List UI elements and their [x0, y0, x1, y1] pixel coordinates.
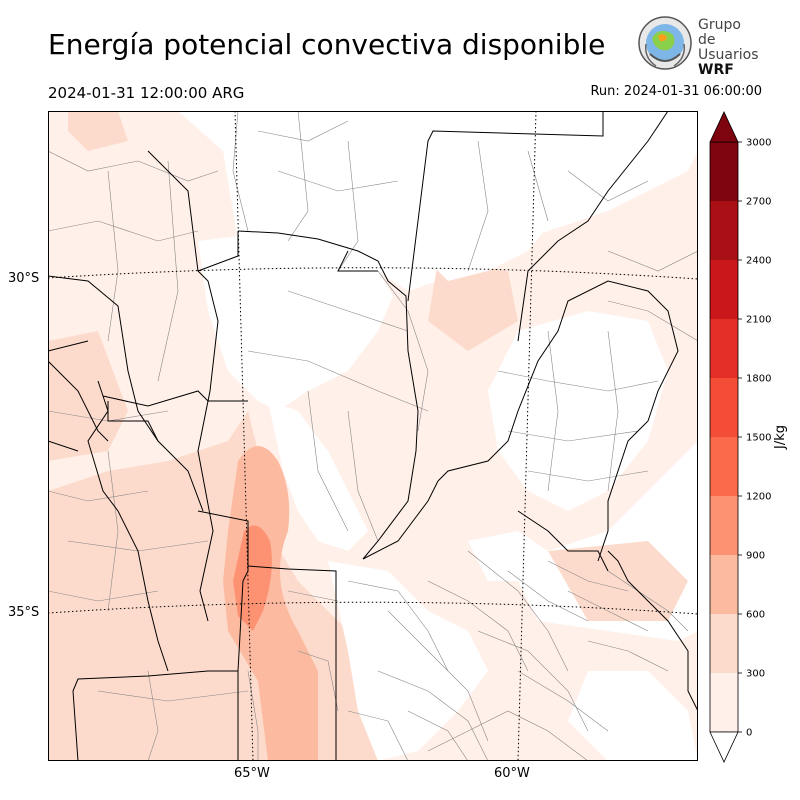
colorbar-tick-label: 1200: [746, 492, 771, 503]
colorbar-segment: [710, 614, 738, 673]
colorbar-segment: [710, 260, 738, 319]
lon-label-60w: 60°W: [494, 766, 530, 781]
lon-label-65w: 65°W: [234, 766, 270, 781]
colorbar-segment: [710, 319, 738, 378]
border-catamarca: [197, 231, 239, 272]
colorbar-tick-label: 300: [746, 669, 765, 680]
logo-text: Grupo de Usuarios WRF: [698, 18, 760, 78]
logo-line-3: WRF: [698, 62, 734, 78]
cape-blob-left: [48, 331, 128, 461]
cape-blob-se: [548, 541, 688, 621]
colorbar-segment: [710, 673, 738, 732]
colorbar-tick-label: 3000: [746, 138, 771, 149]
border-jujuy-salta: [147, 150, 219, 622]
colorbar-segments: [709, 141, 739, 733]
border-santa-fe: [407, 111, 604, 302]
no-cape-areas: [198, 111, 698, 761]
colorbar-segment: [710, 142, 738, 201]
graticule: [48, 111, 698, 761]
colorbar-tick-label: 1500: [746, 433, 771, 444]
border-la-rioja: [107, 401, 159, 442]
border-andes-west: [48, 275, 204, 512]
colorbar-extend-min: [709, 731, 739, 763]
border-corrientes: [517, 111, 669, 342]
border-baires-north: [517, 510, 609, 572]
colorbar-tick-label: 0: [746, 728, 752, 739]
graticule-lon-65w: [234, 111, 254, 761]
colorbar-segment: [710, 378, 738, 437]
department-borders: [48, 111, 698, 761]
river-plate-coast: [607, 550, 698, 712]
colorbar-ticks: 0 300 600 900 1200 1500 1800 2100 2400 2700 3000: [738, 138, 771, 739]
border-santa-fe-west: [362, 480, 439, 560]
cape-level-600-900: [223, 446, 318, 761]
border-entre-rios: [437, 280, 679, 562]
colorbar-tick-label: 600: [746, 610, 765, 621]
border-cordoba-west: [237, 230, 419, 560]
lat-label-35s: 35°S: [8, 605, 40, 620]
colorbar: 0 300 600 900 1200 1500 1800 2100 2400 2700 3000 J…: [709, 111, 788, 763]
wrf-group-logo: Grupo de Usuarios WRF: [636, 14, 760, 78]
colorbar-segment: [710, 201, 738, 260]
colorbar-tick-label: 900: [746, 551, 765, 562]
globe-logo-icon: [638, 16, 692, 70]
colorbar-label: J/kg: [773, 425, 788, 450]
cape-blob-top: [68, 111, 128, 151]
border-cordoba-baires: [247, 565, 337, 761]
cape-level-900-1200: [233, 525, 272, 631]
border-san-luis: [72, 670, 238, 761]
logo-line-2: Usuarios: [698, 47, 759, 63]
colorbar-tick-label: 1800: [746, 374, 771, 385]
lat-label-30s: 30°S: [8, 271, 40, 286]
colorbar-tick-label: 2400: [746, 256, 771, 267]
colorbar-segment: [710, 437, 738, 496]
graticule-lat-30s: [48, 267, 698, 280]
colorbar-extend-max: [709, 111, 739, 143]
run-time: Run: 2024-01-31 06:00:00: [590, 84, 762, 99]
map-frame: [48, 111, 698, 761]
graticule-lat-35s: [48, 601, 698, 615]
cape-blob-east: [428, 261, 518, 351]
border-cordoba-south: [197, 510, 249, 761]
colorbar-tick-label: 2100: [746, 315, 771, 326]
colorbar-tick-label: 2700: [746, 197, 771, 208]
cape-map: [48, 111, 698, 761]
logo-line-1: Grupo de: [698, 17, 741, 48]
province-borders: [48, 111, 698, 761]
valid-time: 2024-01-31 12:00:00 ARG: [48, 84, 245, 102]
graticule-lon-60w: [517, 111, 537, 761]
colorbar-segment: [710, 555, 738, 614]
colorbar-segment: [710, 496, 738, 555]
map-title: Energía potencial convectiva disponible: [48, 28, 606, 61]
